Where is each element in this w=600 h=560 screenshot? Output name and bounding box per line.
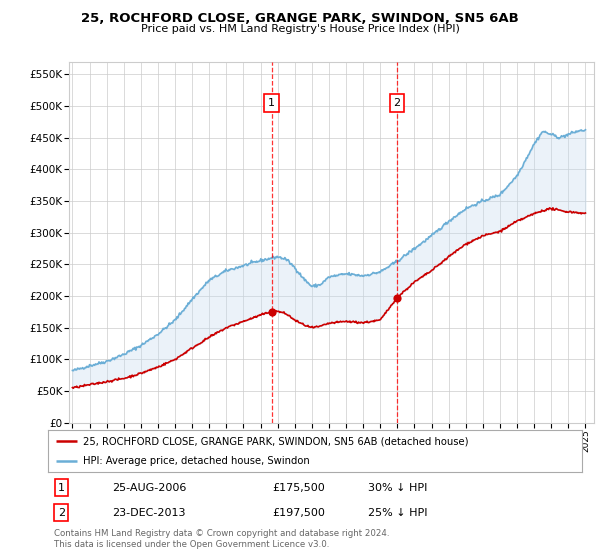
- Text: 1: 1: [268, 98, 275, 108]
- Text: £175,500: £175,500: [272, 483, 325, 493]
- Text: 25-AUG-2006: 25-AUG-2006: [112, 483, 187, 493]
- Text: 23-DEC-2013: 23-DEC-2013: [112, 508, 185, 518]
- Text: £197,500: £197,500: [272, 508, 325, 518]
- Text: 2: 2: [394, 98, 401, 108]
- Text: 1: 1: [58, 483, 65, 493]
- Text: 25% ↓ HPI: 25% ↓ HPI: [368, 508, 428, 518]
- Text: 2: 2: [58, 508, 65, 518]
- Text: HPI: Average price, detached house, Swindon: HPI: Average price, detached house, Swin…: [83, 456, 310, 466]
- Point: [267, 307, 277, 316]
- Point: [392, 293, 402, 302]
- Text: 25, ROCHFORD CLOSE, GRANGE PARK, SWINDON, SN5 6AB: 25, ROCHFORD CLOSE, GRANGE PARK, SWINDON…: [81, 12, 519, 25]
- Text: Price paid vs. HM Land Registry's House Price Index (HPI): Price paid vs. HM Land Registry's House …: [140, 24, 460, 34]
- Text: 30% ↓ HPI: 30% ↓ HPI: [368, 483, 428, 493]
- Text: 25, ROCHFORD CLOSE, GRANGE PARK, SWINDON, SN5 6AB (detached house): 25, ROCHFORD CLOSE, GRANGE PARK, SWINDON…: [83, 436, 468, 446]
- Text: Contains HM Land Registry data © Crown copyright and database right 2024.
This d: Contains HM Land Registry data © Crown c…: [54, 529, 389, 549]
